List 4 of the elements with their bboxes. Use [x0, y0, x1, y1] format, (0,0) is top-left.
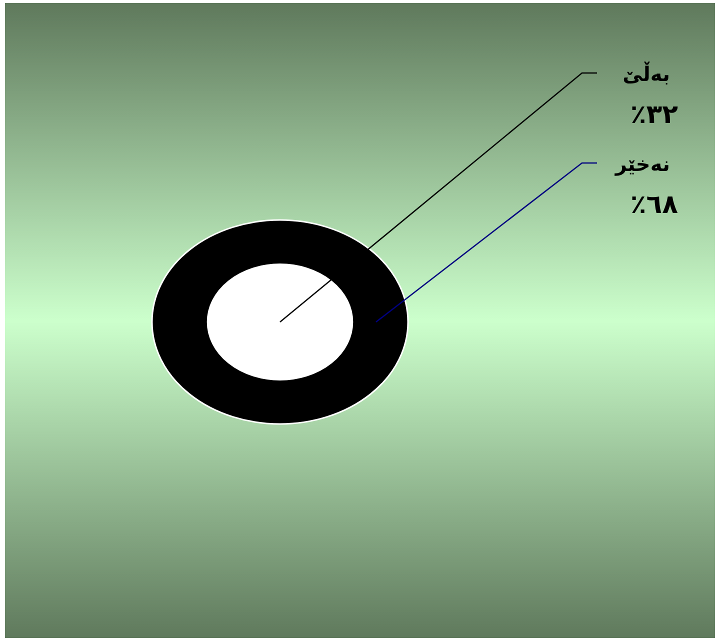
data-label: ٦٨٪ — [630, 190, 678, 220]
category-label: نەخێر — [614, 152, 670, 176]
data-label: ٣٢٪ — [630, 100, 678, 130]
category-label: بەڵێ — [622, 61, 670, 86]
